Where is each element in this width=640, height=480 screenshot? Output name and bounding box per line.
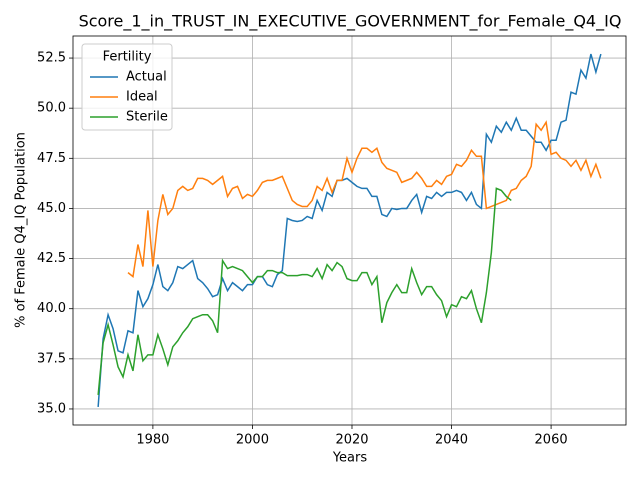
chart-title: Score_1_in_TRUST_IN_EXECUTIVE_GOVERNMENT… bbox=[79, 12, 622, 32]
x-axis-label: Years bbox=[332, 451, 368, 466]
y-tick-label: 37.5 bbox=[37, 351, 66, 366]
x-tick-label: 2000 bbox=[236, 433, 269, 448]
legend-label: Sterile bbox=[126, 110, 168, 125]
plot-frame bbox=[72, 35, 627, 426]
series-line bbox=[97, 187, 512, 395]
y-tick-label: 42.5 bbox=[37, 251, 66, 266]
y-axis-label: % of Female Q4_IQ Population bbox=[14, 132, 29, 328]
y-tick-label: 40.0 bbox=[37, 301, 66, 316]
x-tick-label: 2040 bbox=[435, 433, 468, 448]
y-tick-label: 52.5 bbox=[37, 51, 66, 66]
x-tick-label: 2060 bbox=[535, 433, 568, 448]
series-line bbox=[97, 53, 602, 408]
legend-box bbox=[81, 43, 173, 131]
y-tick-label: 50.0 bbox=[37, 101, 66, 116]
legend-title: Fertility bbox=[103, 50, 152, 65]
series-line bbox=[127, 120, 602, 279]
x-tick-label: 2020 bbox=[335, 433, 368, 448]
legend-label: Ideal bbox=[126, 90, 158, 105]
y-tick-label: 45.0 bbox=[37, 201, 66, 216]
y-tick-label: 35.0 bbox=[37, 401, 66, 416]
x-tick-label: 1980 bbox=[136, 433, 169, 448]
legend-label: Actual bbox=[126, 70, 167, 85]
y-tick-label: 47.5 bbox=[37, 151, 66, 166]
